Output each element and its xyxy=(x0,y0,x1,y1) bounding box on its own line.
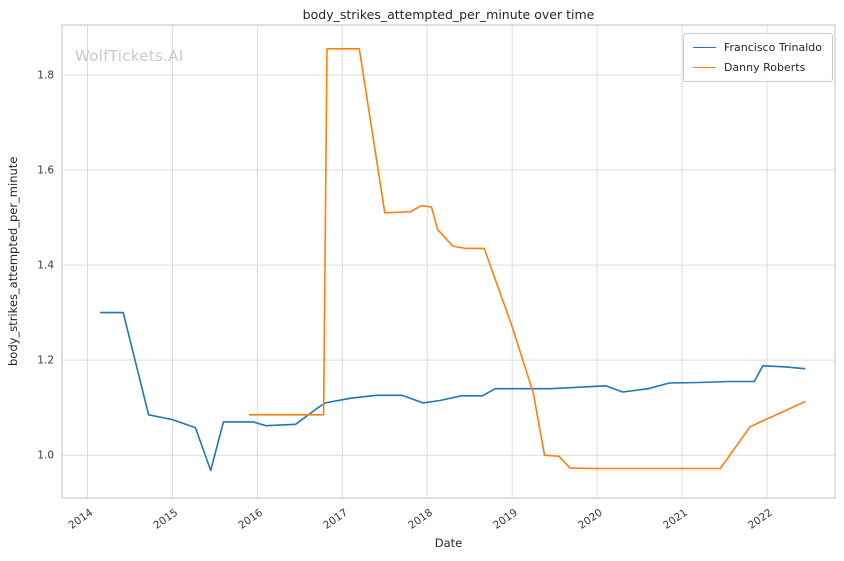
x-tick-label: 2016 xyxy=(236,506,265,531)
chart-title: body_strikes_attempted_per_minute over t… xyxy=(302,7,595,22)
x-axis-label: Date xyxy=(434,536,463,550)
x-tick-label: 2022 xyxy=(746,507,775,532)
legend-label: Francisco Trinaldo xyxy=(723,41,822,54)
x-tick-label: 2015 xyxy=(151,507,180,532)
series-line-1 xyxy=(248,47,806,470)
legend-label: Danny Roberts xyxy=(723,61,806,74)
y-tick-label: 1.2 xyxy=(37,355,54,367)
y-tick-label: 1.0 xyxy=(37,450,54,462)
y-axis-label: body_strikes_attempted_per_minute xyxy=(6,156,20,367)
legend-line-swatch-blue xyxy=(692,47,716,48)
legend-item-francisco-trinaldo: Francisco Trinaldo xyxy=(692,41,822,54)
series-line-0 xyxy=(100,311,806,472)
axes-border xyxy=(61,24,836,499)
x-tick-label: 2020 xyxy=(576,507,605,532)
legend-item-danny-roberts: Danny Roberts xyxy=(692,61,822,74)
x-tick-label: 2021 xyxy=(661,507,690,532)
x-tick-label: 2019 xyxy=(491,507,520,532)
watermark-text: WolfTickets.AI xyxy=(75,47,184,65)
x-tick-label: 2014 xyxy=(66,506,95,531)
y-tick-label: 1.4 xyxy=(37,260,54,272)
legend: Francisco Trinaldo Danny Roberts xyxy=(682,33,833,82)
legend-line-swatch-orange xyxy=(692,67,716,68)
y-tick-label: 1.8 xyxy=(37,69,54,81)
y-tick-label: 1.6 xyxy=(37,164,54,176)
x-tick-label: 2018 xyxy=(406,507,435,532)
plot-background xyxy=(62,25,835,498)
x-tick-label: 2017 xyxy=(321,507,350,532)
